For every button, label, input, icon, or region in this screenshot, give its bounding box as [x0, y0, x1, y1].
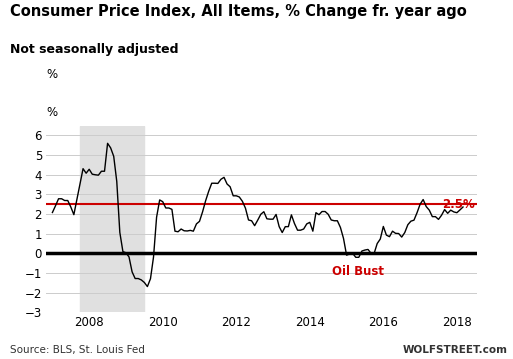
- Text: WOLFSTREET.com: WOLFSTREET.com: [403, 345, 508, 355]
- Text: %: %: [46, 106, 57, 119]
- Text: Not seasonally adjusted: Not seasonally adjusted: [10, 43, 179, 56]
- Text: %: %: [46, 68, 57, 81]
- Text: Source: BLS, St. Louis Fed: Source: BLS, St. Louis Fed: [10, 345, 145, 355]
- Text: 2.5%: 2.5%: [443, 198, 475, 211]
- Text: Consumer Price Index, All Items, % Change fr. year ago: Consumer Price Index, All Items, % Chang…: [10, 4, 467, 19]
- Text: Oil Bust: Oil Bust: [332, 265, 384, 278]
- Bar: [80, 126, 144, 312]
